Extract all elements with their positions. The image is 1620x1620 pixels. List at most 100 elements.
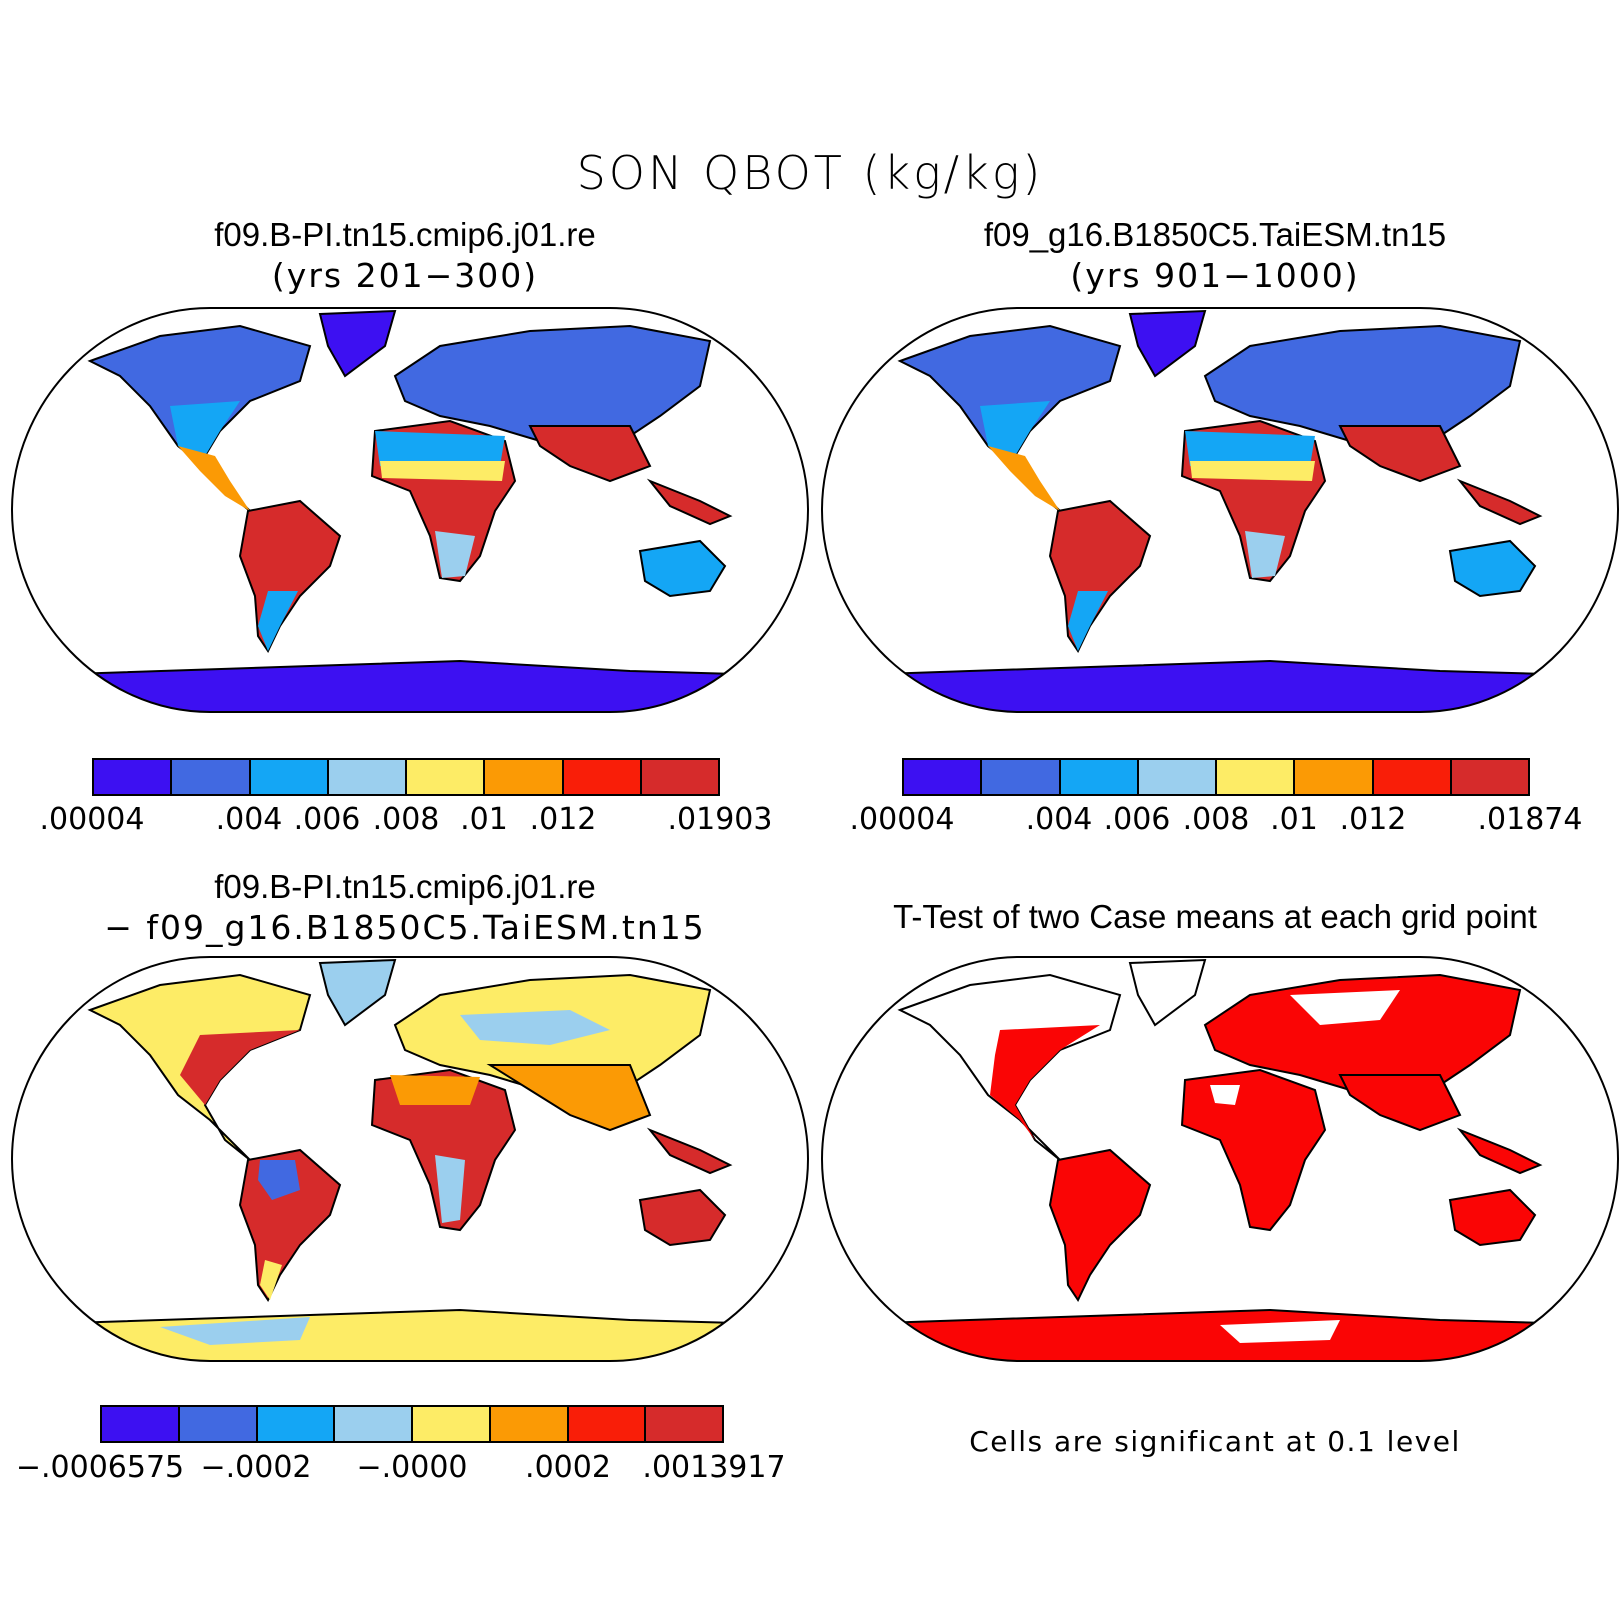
land-na-south-band [980,401,1050,456]
land-eurasia [1203,324,1522,448]
colorbar-cell [1138,760,1217,794]
land-sahel [1190,461,1315,481]
land-na-east [180,1030,300,1105]
colorbar-tick-label: −.0006575 [15,1450,185,1485]
land-south-america [1048,1148,1152,1303]
colorbar-cell [257,1407,336,1441]
land-asia-south [1338,1074,1462,1132]
land-mexico [178,446,250,511]
land-africa [1180,1068,1327,1232]
colorbar-cell [328,760,407,794]
map-bottom-left [10,956,810,1362]
land-sahara [375,431,505,466]
colorbar-cell [1060,760,1139,794]
panel-subtitle-bottom-left: − f09_g16.B1850C5.TaiESM.tn15 [104,908,706,947]
colorbar-cell [1295,760,1374,794]
colorbar-cell [641,760,718,794]
colorbar-tick-label: −.0000 [356,1450,468,1485]
land-sahara [390,1075,480,1105]
colorbar-cell [407,760,486,794]
colorbar-tick-label: .008 [372,802,440,837]
colorbar-cell [179,1407,258,1441]
nonsig-antarctica [1220,1320,1340,1343]
land-sa-south [1068,591,1108,651]
colorbar-cell [904,760,983,794]
sig-north-america [990,1025,1100,1140]
colorbar-tick-label: .01874 [1477,802,1583,837]
colorbar-tick-label: .012 [1339,802,1407,837]
land-greenland [1128,958,1207,1027]
colorbar-bottom-left [100,1405,724,1443]
land-maritime [1456,1127,1543,1175]
land-antarctica-blue [160,1317,310,1345]
colorbar-top-right [902,758,1530,796]
panel-title-bottom-right: T-Test of two Case means at each grid po… [893,898,1537,935]
land-asia-south [486,1064,652,1132]
colorbar-cell [413,1407,491,1441]
colorbar-cell [172,760,251,794]
land-sa-south [258,591,298,651]
land-eurasia [1203,973,1522,1097]
land-greenland [318,958,397,1027]
panel-subtitle-top-left: (yrs 201−300) [271,256,539,295]
colorbar-top-left [92,758,720,796]
land-eurasia [393,324,712,448]
map-top-left [10,307,810,713]
colorbar-cell [563,760,642,794]
colorbar-cell [102,1407,180,1441]
land-australia [1448,539,1537,598]
land-asia-south [1338,425,1462,483]
land-sa-tip [260,1260,282,1300]
colorbar-cell [335,1407,413,1441]
colorbar-tick-label: .004 [215,802,283,837]
colorbar-cell [94,760,173,794]
colorbar-cell [646,1407,722,1441]
colorbar-tick-label: .00004 [849,802,955,837]
colorbar-cell [982,760,1061,794]
land-antarctica [12,659,808,712]
nonsig-eurasia [1290,990,1400,1025]
colorbar-tick-label: .012 [529,802,597,837]
colorbar-tick-label: .0013917 [642,1450,786,1485]
colorbar-tick-label: .01 [1270,802,1318,837]
panel-title-bottom-left: f09.B-PI.tn15.cmip6.j01.re [214,868,596,905]
colorbar-cell [485,760,564,794]
land-asia-south [528,425,652,483]
land-south-africa [435,1155,465,1223]
panel-title-top-left: f09.B-PI.tn15.cmip6.j01.re [214,216,596,253]
land-australia [638,1188,727,1247]
panel-subtitle-top-right: (yrs 901−1000) [1070,256,1360,295]
land-australia [1448,1188,1537,1247]
land-australia [638,539,727,598]
map-top-right [820,307,1620,713]
land-south-america [1048,499,1152,654]
land-greenland [1128,309,1207,378]
colorbar-cell [490,1407,569,1441]
colorbar-tick-label: .008 [1182,802,1250,837]
land-south-america [238,499,342,654]
colorbar-tick-label: .01903 [667,802,773,837]
map-bottom-right [820,956,1620,1362]
land-south-africa [435,531,475,578]
colorbar-cell [250,760,329,794]
colorbar-tick-label: .01 [460,802,508,837]
land-africa [370,1068,517,1232]
land-maritime [1456,478,1543,526]
land-sahara [1185,431,1315,466]
colorbar-tick-label: .006 [293,802,361,837]
colorbar-tick-label: .0002 [525,1450,611,1485]
land-greenland [318,309,397,378]
land-antarctica [12,1308,808,1361]
colorbar-cell [1373,760,1452,794]
land-sahel [380,461,505,481]
land-amazon-low [258,1160,300,1200]
colorbar-tick-label: .006 [1103,802,1171,837]
land-antarctica [822,659,1618,712]
colorbar-tick-label: .004 [1025,802,1093,837]
figure-title: SON QBOT (kg/kg) [576,146,1044,200]
nonsig-africa [1210,1085,1240,1105]
colorbar-tick-label: −.0002 [200,1450,312,1485]
panel-title-top-right: f09_g16.B1850C5.TaiESM.tn15 [983,216,1447,253]
land-maritime [646,1127,733,1175]
land-eurasia-blue [460,1010,610,1045]
